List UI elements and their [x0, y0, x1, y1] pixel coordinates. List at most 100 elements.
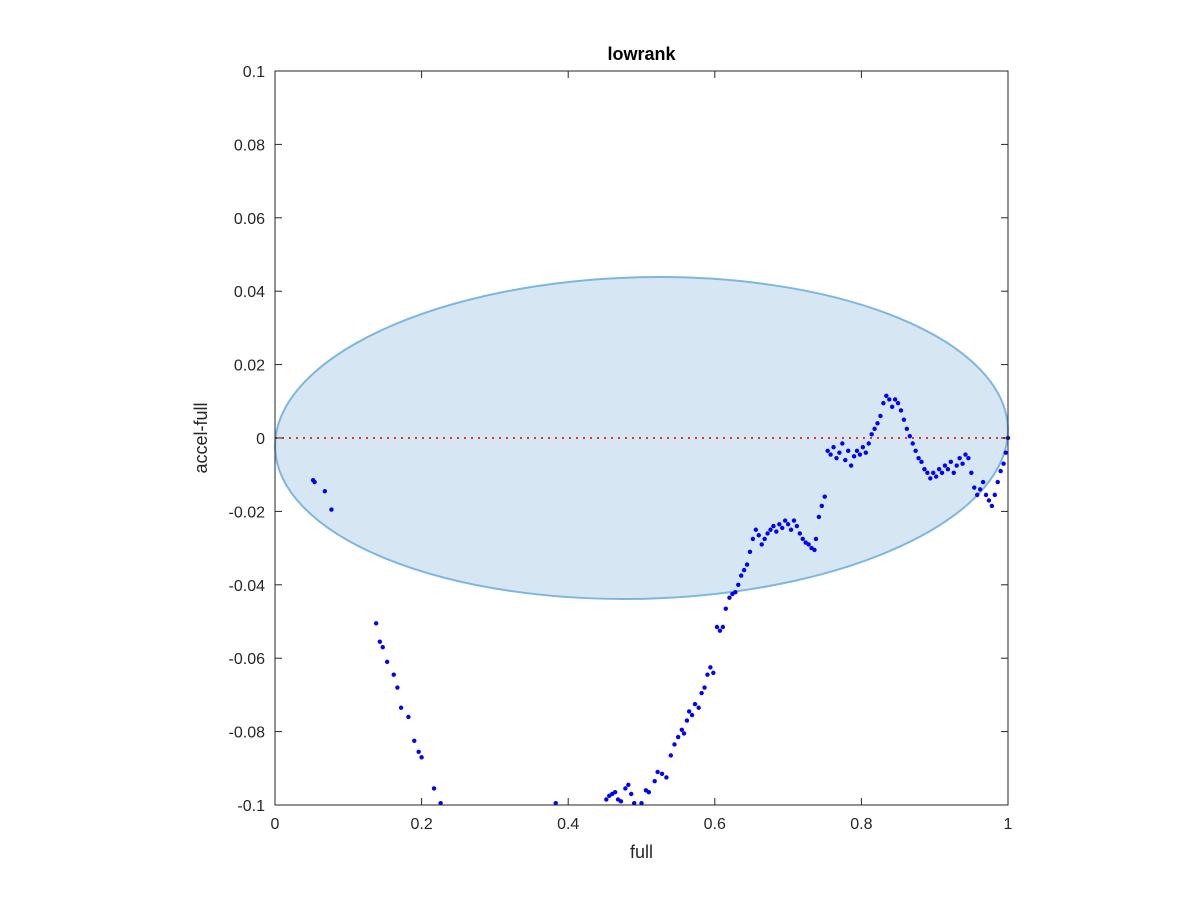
data-point — [720, 624, 726, 630]
data-point — [655, 769, 660, 775]
data-point — [812, 547, 817, 553]
y-tick-label: -0.06 — [229, 651, 266, 668]
data-point — [438, 800, 443, 806]
data-point — [819, 503, 825, 509]
data-point — [840, 441, 845, 446]
data-point — [797, 531, 803, 536]
data-point — [957, 455, 962, 461]
data-point — [652, 778, 657, 784]
data-point — [416, 749, 421, 754]
data-point — [736, 582, 741, 587]
data-point — [741, 567, 747, 573]
data-point — [848, 463, 854, 468]
data-point — [553, 800, 558, 806]
y-tick-label: 0 — [256, 431, 265, 448]
x-axis-label: full — [630, 842, 653, 862]
data-point — [813, 536, 819, 542]
data-point — [969, 470, 974, 476]
data-point — [377, 639, 383, 644]
data-point — [1003, 450, 1009, 455]
data-point — [1001, 461, 1006, 466]
data-point — [816, 514, 822, 520]
data-point — [983, 492, 989, 498]
data-point — [928, 476, 933, 481]
data-point — [329, 507, 334, 512]
data-point — [723, 606, 728, 611]
data-point — [948, 459, 954, 465]
data-point — [901, 417, 907, 422]
data-point — [895, 400, 901, 406]
data-point — [851, 454, 857, 459]
data-point — [800, 536, 805, 542]
data-point — [699, 690, 704, 696]
x-tick-label: 0.8 — [850, 816, 872, 833]
data-point — [785, 522, 791, 527]
data-point — [774, 529, 779, 534]
data-point — [837, 450, 842, 455]
data-point — [692, 701, 698, 707]
data-point — [708, 665, 713, 670]
data-point — [646, 789, 652, 795]
data-point — [975, 492, 980, 498]
data-point — [373, 621, 379, 626]
chart-title: lowrank — [607, 44, 676, 64]
data-point — [733, 589, 738, 595]
data-point — [668, 753, 674, 758]
data-point — [623, 786, 628, 791]
data-point — [907, 433, 912, 439]
data-point — [431, 786, 437, 791]
data-point — [679, 727, 685, 732]
data-point — [936, 466, 942, 472]
data-point — [612, 789, 618, 795]
data-point — [834, 455, 839, 461]
data-point — [322, 489, 328, 494]
x-tick-label: 1 — [1004, 816, 1013, 833]
x-tick-label: 0.6 — [704, 816, 726, 833]
data-point — [705, 672, 710, 677]
data-points-layer — [310, 393, 1011, 806]
data-point — [756, 533, 761, 538]
data-point — [977, 487, 983, 492]
data-point — [604, 797, 609, 802]
data-point — [806, 542, 811, 547]
data-point — [922, 466, 927, 472]
data-point — [869, 432, 874, 437]
data-point — [384, 659, 390, 665]
data-point — [765, 531, 770, 536]
data-point — [664, 775, 669, 780]
y-tick-label: 0.04 — [234, 284, 265, 301]
data-point — [963, 452, 968, 457]
data-point — [904, 426, 910, 432]
y-tick-label: 0.06 — [234, 211, 265, 228]
data-point — [398, 705, 404, 710]
data-point — [618, 799, 624, 804]
data-point — [312, 479, 317, 485]
x-tick-label: 0.2 — [410, 816, 432, 833]
data-point — [380, 644, 385, 650]
data-point — [828, 452, 833, 457]
data-point — [771, 523, 776, 529]
y-tick-label: 0.08 — [234, 137, 265, 154]
data-point — [992, 492, 998, 498]
data-point — [825, 448, 830, 454]
data-point — [854, 448, 860, 454]
y-tick-label: -0.08 — [229, 725, 266, 742]
data-point — [391, 672, 396, 677]
data-point — [986, 498, 992, 503]
data-point — [995, 479, 1000, 485]
data-point — [684, 718, 690, 723]
data-point — [768, 527, 773, 532]
data-point — [972, 485, 977, 490]
data-point — [884, 393, 889, 398]
data-point — [913, 448, 918, 454]
data-point — [675, 734, 681, 740]
data-point — [696, 705, 701, 710]
data-point — [898, 408, 904, 413]
data-point — [945, 466, 951, 472]
data-point — [887, 397, 892, 402]
data-point — [659, 771, 665, 777]
data-point — [672, 742, 677, 747]
x-tick-label: 0 — [271, 816, 280, 833]
data-point — [626, 782, 631, 788]
data-point — [878, 413, 883, 419]
